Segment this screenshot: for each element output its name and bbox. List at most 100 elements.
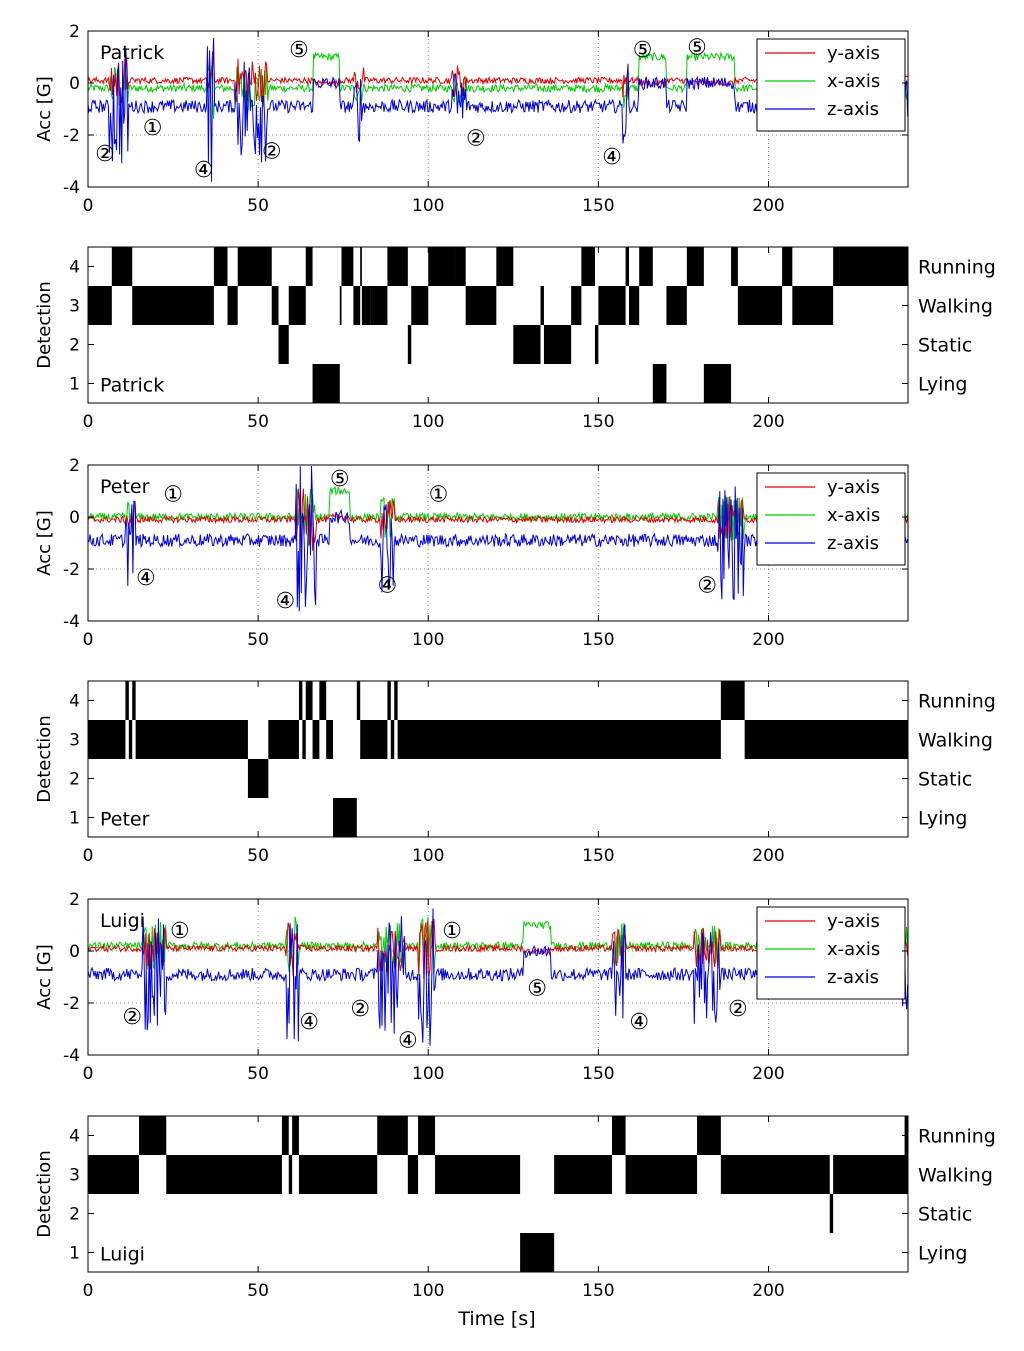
detection-bar xyxy=(435,1155,521,1194)
x-tick-label: 200 xyxy=(752,1064,784,1084)
x-tick-label: 50 xyxy=(247,412,269,432)
y-tick-label: 1 xyxy=(69,809,80,829)
x-tick-label: 50 xyxy=(247,196,269,216)
detection-bar xyxy=(305,247,313,286)
x-tick-label: 150 xyxy=(582,846,614,866)
y-tick-label: 4 xyxy=(69,258,80,278)
activity-label: Walking xyxy=(918,730,993,752)
detection-bar xyxy=(302,720,306,759)
annotation-marker: ② xyxy=(466,127,486,152)
activity-label: Static xyxy=(918,335,972,357)
annotation-marker: ④ xyxy=(378,574,398,599)
detection-bar xyxy=(737,286,783,325)
annotation-marker: ② xyxy=(122,1005,142,1030)
y-tick-label: 0 xyxy=(69,508,80,528)
y-axis-label: Acc [G] xyxy=(34,76,55,142)
legend-box xyxy=(756,38,906,132)
y-tick-label: 0 xyxy=(69,74,80,94)
y-tick-label: -4 xyxy=(63,612,80,632)
detection-bar xyxy=(88,1155,140,1194)
legend-entry: y-axis xyxy=(827,911,880,932)
detection-bar xyxy=(166,1155,282,1194)
x-tick-label: 150 xyxy=(582,1281,614,1301)
annotation-marker: ⑤ xyxy=(330,467,350,492)
x-tick-label: 200 xyxy=(752,412,784,432)
panel-2: Patrick xyxy=(88,247,908,403)
y-axis-label: Detection xyxy=(34,281,55,368)
y-tick-label: 1 xyxy=(69,1244,80,1264)
y-tick-label: 2 xyxy=(69,890,80,910)
detection-bar xyxy=(652,364,667,403)
detection-bar xyxy=(731,247,738,286)
annotation-marker: ⑤ xyxy=(633,38,653,63)
detection-bar xyxy=(128,720,133,759)
activity-label: Walking xyxy=(918,1165,993,1187)
y-tick-label: 2 xyxy=(69,22,80,42)
y-tick-label: 2 xyxy=(69,456,80,476)
detection-bar xyxy=(465,286,497,325)
detection-bar xyxy=(598,286,626,325)
annotation-marker: ④ xyxy=(275,589,295,614)
detection-bar xyxy=(319,681,327,720)
x-tick-label: 100 xyxy=(412,1281,444,1301)
detection-bar xyxy=(407,325,412,364)
x-tick-label: 0 xyxy=(83,630,94,650)
annotation-marker: ⑤ xyxy=(289,38,309,63)
panel-frame xyxy=(87,898,909,1056)
y-tick-label: -2 xyxy=(63,560,80,580)
x-tick-label: 150 xyxy=(582,412,614,432)
y-tick-label: 1 xyxy=(69,375,80,395)
annotation-marker: ② xyxy=(95,142,115,167)
x-tick-label: 100 xyxy=(412,1064,444,1084)
detection-bar xyxy=(278,325,289,364)
panel-person-label: Patrick xyxy=(100,42,164,64)
detection-bar xyxy=(288,1155,293,1194)
detection-bar xyxy=(581,247,595,286)
annotation-marker: ① xyxy=(143,116,163,141)
x-tick-label: 100 xyxy=(412,846,444,866)
y-tick-label: -2 xyxy=(63,994,80,1014)
detection-bar xyxy=(312,364,340,403)
y-axis-label: Acc [G] xyxy=(34,944,55,1010)
annotation-marker: ② xyxy=(350,997,370,1022)
annotation-marker: ④ xyxy=(136,566,156,591)
detection-bar xyxy=(390,720,395,759)
y-tick-label: -4 xyxy=(63,1046,80,1066)
annotation-marker: ④ xyxy=(602,145,622,170)
detection-bar xyxy=(394,681,398,720)
detection-bar xyxy=(237,247,272,286)
x-tick-label: 150 xyxy=(582,1064,614,1084)
x-tick-label: 100 xyxy=(412,630,444,650)
annotation-marker: ② xyxy=(697,574,717,599)
legend-box xyxy=(756,906,906,1000)
legend-entry: z-axis xyxy=(827,967,879,988)
detection-bar xyxy=(703,364,732,403)
y-tick-label: 3 xyxy=(69,297,80,317)
activity-label: Walking xyxy=(918,296,993,318)
detection-bar xyxy=(792,286,834,325)
legend-entry: z-axis xyxy=(827,533,879,554)
activity-label: Lying xyxy=(918,374,967,396)
detection-bar xyxy=(305,681,313,720)
detection-bar xyxy=(132,286,214,325)
activity-label: Static xyxy=(918,1204,972,1226)
detection-bar xyxy=(132,681,136,720)
detection-bar xyxy=(455,247,466,286)
x-tick-label: 0 xyxy=(83,1064,94,1084)
annotation-marker: ④ xyxy=(398,1028,418,1053)
annotation-marker: ① xyxy=(170,919,190,944)
y-axis-label: Acc [G] xyxy=(34,510,55,576)
x-tick-label: 0 xyxy=(83,412,94,432)
detection-bar xyxy=(370,286,388,325)
x-tick-label: 200 xyxy=(752,1281,784,1301)
y-tick-label: 2 xyxy=(69,336,80,356)
annotation-marker: ② xyxy=(728,997,748,1022)
detection-bar xyxy=(720,1155,830,1194)
detection-bar xyxy=(271,286,279,325)
panel-6: Luigi xyxy=(88,1116,908,1272)
y-axis-label: Detection xyxy=(34,1150,55,1237)
x-tick-label: 0 xyxy=(83,196,94,216)
detection-bar xyxy=(543,325,572,364)
detection-bar xyxy=(227,286,238,325)
x-tick-label: 100 xyxy=(412,196,444,216)
